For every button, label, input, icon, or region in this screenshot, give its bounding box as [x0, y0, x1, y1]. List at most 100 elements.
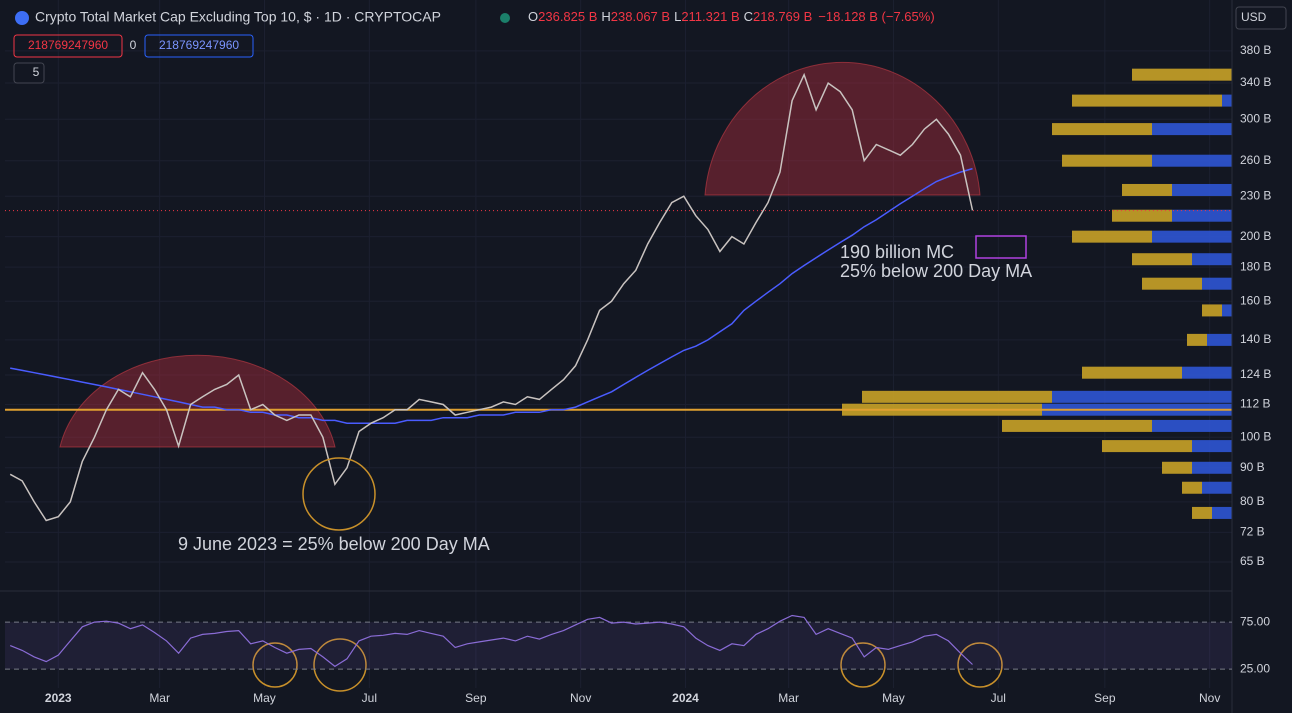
y-tick-label: 230 B: [1240, 188, 1271, 202]
ohlc-label: L: [674, 9, 681, 24]
indicator-value: 218769247960: [28, 38, 108, 52]
x-tick-label: Nov: [570, 691, 591, 705]
x-tick-label: Jul: [991, 691, 1006, 705]
chart-title: Crypto Total Market Cap Excluding Top 10…: [35, 9, 441, 25]
profile-down: [1187, 333, 1207, 346]
rsi-circle: [957, 642, 1003, 688]
profile-down: [1142, 277, 1202, 290]
y-tick-label: 200 B: [1240, 229, 1271, 243]
profile-down: [1002, 419, 1152, 432]
profile-up: [1207, 333, 1232, 346]
profile-up: [1152, 154, 1232, 167]
ohlc-label: H: [601, 9, 610, 24]
profile-up: [1222, 94, 1232, 107]
x-tick-label: Mar: [149, 691, 170, 705]
profile-down: [1182, 481, 1202, 494]
y-tick-label: 72 B: [1240, 525, 1265, 539]
change: O236.825 B H238.067 B L211.321 B C218.769 B…: [528, 9, 935, 24]
profile-up: [1202, 277, 1232, 290]
x-tick-label: Nov: [1199, 691, 1220, 705]
collapse-button[interactable]: [13, 62, 45, 84]
rsi-band: [5, 622, 1232, 670]
profile-up: [1172, 209, 1232, 222]
x-tick-label: May: [253, 691, 276, 705]
rsi-tick-label: 25.00: [1240, 661, 1270, 675]
y-tick-label: 100 B: [1240, 429, 1271, 443]
profile-down: [862, 390, 1052, 403]
profile-up: [1192, 253, 1232, 266]
profile-down: [1072, 94, 1222, 107]
currency[interactable]: USD: [1241, 10, 1267, 24]
plot: [5, 68, 1232, 522]
profile-down: [1202, 304, 1222, 317]
indicator-value: 218769247960: [159, 38, 239, 52]
x-tick-label: 2023: [45, 691, 72, 705]
grid: [5, 0, 1232, 688]
y-tick-label: 124 B: [1240, 367, 1271, 381]
annotation: 9 June 2023 = 25% below 200 Day MA: [178, 534, 490, 554]
profile-up: [1192, 440, 1232, 453]
y-tick-label: 300 B: [1240, 111, 1271, 125]
profile-up: [1152, 230, 1232, 243]
ohlc-value: 218.769 B: [753, 9, 812, 24]
x-tick-label: Sep: [465, 691, 487, 705]
profile-down: [1082, 366, 1182, 379]
rsi-tick-label: 75.00: [1240, 614, 1270, 628]
profile-up: [1202, 481, 1232, 494]
profile-up: [1052, 390, 1232, 403]
profile-down: [1132, 68, 1232, 81]
y-tick-label: 260 B: [1240, 153, 1271, 167]
rsi-circle: [313, 638, 367, 692]
ohlc-value: 211.321 B: [681, 9, 739, 24]
annotation: 25% below 200 Day MA: [840, 261, 1032, 281]
profile-down: [1162, 461, 1192, 474]
x-tick-label: Jul: [362, 691, 377, 705]
y-tick-label: 112 B: [1240, 397, 1270, 411]
ohlc-change: −18.128 B (−7.65%): [818, 9, 934, 24]
rsi-circle: [252, 642, 298, 688]
profile-down: [1062, 154, 1152, 167]
profile-up: [1182, 366, 1232, 379]
profile-down: [1072, 230, 1152, 243]
profile-down: [1192, 506, 1212, 519]
y-tick-label: 140 B: [1240, 332, 1271, 346]
profile-up: [1212, 506, 1232, 519]
indicator-count[interactable]: 5: [33, 65, 40, 79]
rsi-circle: [840, 642, 886, 688]
x-tick-label: 2024: [672, 691, 699, 705]
profile-down: [1102, 440, 1192, 453]
ma-line: [10, 167, 973, 424]
x-tick-label: Mar: [778, 691, 799, 705]
profile-down: [1052, 123, 1152, 136]
profile-up: [1152, 419, 1232, 432]
profile-up: [1172, 183, 1232, 196]
profile-up: [1222, 304, 1232, 317]
indicator-box: [144, 34, 254, 58]
target-box: [975, 235, 1027, 259]
y-tick-label: 65 B: [1240, 554, 1265, 568]
symbol-icon: [15, 11, 29, 25]
y-tick-label: 90 B: [1240, 460, 1265, 474]
dome-right: [704, 61, 981, 196]
status-dot: [500, 13, 510, 23]
y-tick-label: 180 B: [1240, 259, 1271, 273]
x-tick-label: Sep: [1094, 691, 1116, 705]
profile-up: [1192, 461, 1232, 474]
indicator-box: [13, 34, 123, 58]
profile-up: [1152, 123, 1232, 136]
x-tick-label: May: [882, 691, 905, 705]
y-tick-label: 160 B: [1240, 293, 1271, 307]
rsi-line: [9, 614, 973, 668]
profile-down: [1112, 209, 1172, 222]
y-tick-label: 340 B: [1240, 75, 1271, 89]
annotation: 190 billion MC: [840, 242, 954, 262]
y-tick-label: 380 B: [1240, 43, 1271, 57]
profile-down: [1122, 183, 1172, 196]
indicator-value: 0: [130, 38, 137, 52]
ohlc-value: 236.825 B: [538, 9, 597, 24]
currency-box[interactable]: [1235, 6, 1287, 30]
price-line: [9, 72, 974, 522]
highlight-circle: [302, 457, 376, 531]
ohlc-value: 238.067 B: [611, 9, 670, 24]
